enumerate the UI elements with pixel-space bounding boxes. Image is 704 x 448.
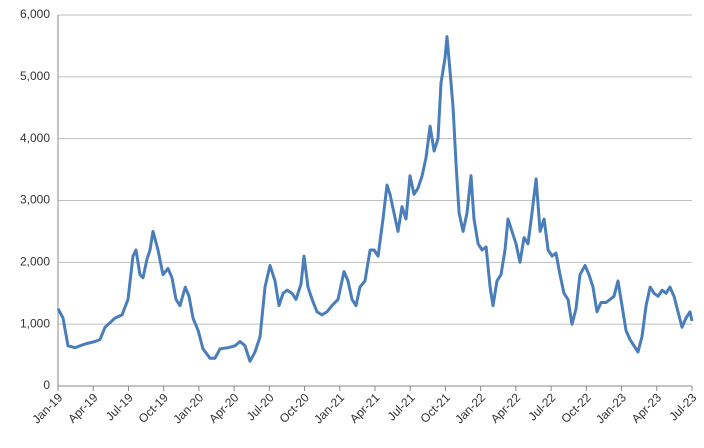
x-tick-label: Oct-20 (277, 390, 313, 426)
y-tick-label: 4,000 (20, 131, 50, 145)
y-tick-label: 2,000 (20, 255, 50, 269)
x-tick-label: Jan-22 (452, 390, 488, 426)
x-tick-label: Apr-21 (347, 390, 383, 426)
y-tick-label: 5,000 (20, 69, 50, 83)
y-tick-label: 1,000 (20, 316, 50, 330)
x-tick-label: Jul-20 (244, 390, 277, 423)
x-tick-label: Apr-23 (629, 390, 665, 426)
y-tick-label: 0 (43, 378, 50, 392)
x-tick-label: Jul-23 (666, 390, 699, 423)
x-tick-label: Jan-20 (170, 390, 206, 426)
y-tick-label: 3,000 (20, 193, 50, 207)
x-tick-label: Jan-19 (30, 390, 66, 426)
x-tick-label: Oct-19 (136, 390, 172, 426)
x-tick-label: Jul-21 (385, 390, 418, 423)
y-tick-label: 6,000 (20, 7, 50, 21)
x-tick-label: Jan-21 (311, 390, 347, 426)
x-tick-label: Jul-19 (103, 390, 136, 423)
x-tick-label: Jul-22 (525, 390, 558, 423)
x-tick-label: Jan-23 (593, 390, 629, 426)
x-tick-label: Apr-19 (65, 390, 101, 426)
data-line (56, 35, 694, 363)
x-tick-label: Oct-22 (558, 390, 594, 426)
x-tick-label: Oct-21 (417, 390, 453, 426)
x-tick-label: Apr-20 (206, 390, 242, 426)
x-tick-label: Apr-22 (488, 390, 524, 426)
